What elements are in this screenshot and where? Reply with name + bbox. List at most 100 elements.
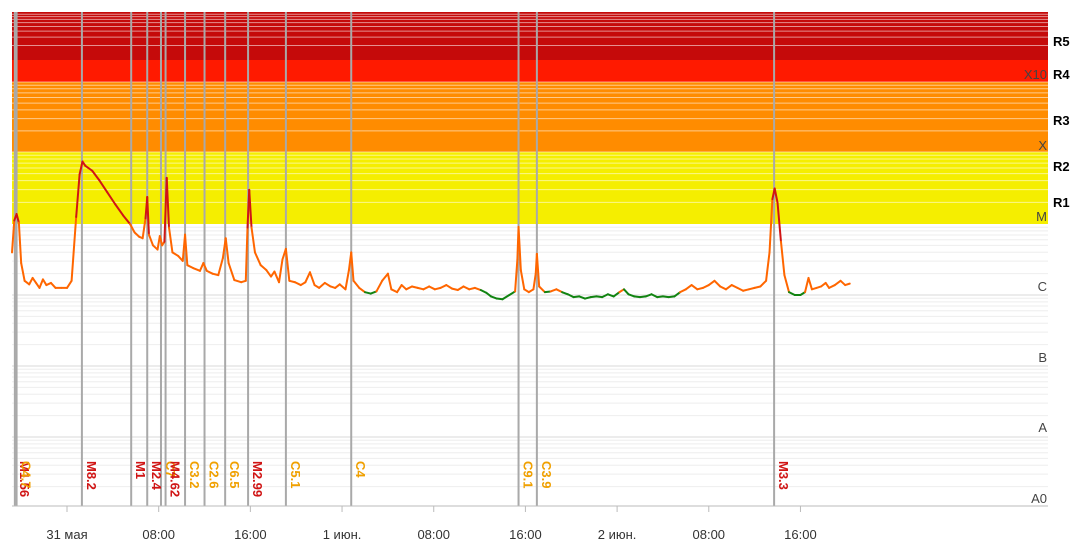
flare-label: M1 bbox=[133, 461, 148, 479]
series-2-segment bbox=[479, 289, 488, 294]
radio-label-r1: R1 bbox=[1053, 195, 1070, 210]
flare-label: M2.4 bbox=[149, 461, 164, 491]
series-2-segment bbox=[724, 284, 733, 291]
series-2-segment bbox=[445, 284, 454, 290]
flare-label: M1.56 bbox=[17, 461, 32, 497]
series-1-segment bbox=[165, 176, 171, 229]
series-2-segment bbox=[601, 293, 609, 299]
series-1-segment bbox=[265, 269, 272, 278]
series-2-segment bbox=[405, 285, 413, 291]
flare-label: C4.7 bbox=[19, 461, 34, 488]
flare-label: M4.62 bbox=[168, 461, 183, 497]
flare-label: C3.2 bbox=[187, 461, 202, 488]
series-2-segment bbox=[561, 291, 569, 296]
series-1-segment bbox=[350, 251, 355, 282]
series-1-segment bbox=[41, 278, 48, 287]
series-1-segment bbox=[318, 281, 326, 289]
series-1-segment bbox=[129, 223, 136, 234]
series-2-segment bbox=[473, 286, 482, 292]
series-1-segment bbox=[244, 226, 249, 282]
flare-label: C2.6 bbox=[207, 461, 222, 488]
series-2-segment bbox=[673, 291, 682, 298]
series-1-segment bbox=[171, 251, 180, 257]
x-tick-label: 2 июн. bbox=[598, 527, 637, 542]
series-2-segment bbox=[375, 279, 384, 293]
radio-label-r2: R2 bbox=[1053, 159, 1070, 174]
series-2-segment bbox=[519, 269, 526, 291]
series-2-segment bbox=[765, 251, 771, 282]
series-1-segment bbox=[49, 281, 57, 289]
series-2-segment bbox=[508, 290, 517, 296]
series-2-segment bbox=[555, 288, 564, 294]
series-1-segment bbox=[28, 276, 34, 286]
series-2-segment bbox=[644, 293, 653, 298]
series-1-segment bbox=[186, 264, 195, 270]
radio-label-r5: R5 bbox=[1053, 34, 1070, 49]
series-1-segment bbox=[114, 203, 125, 217]
flare-label: C6.5 bbox=[227, 461, 242, 488]
class-label-a0: A0 bbox=[1031, 491, 1047, 506]
series-2-segment bbox=[514, 258, 519, 293]
series-2-segment bbox=[462, 285, 471, 291]
series-1-segment bbox=[184, 233, 189, 267]
series-1-segment bbox=[141, 217, 147, 240]
series-2-segment bbox=[517, 225, 522, 272]
flare-label: C4 bbox=[353, 461, 368, 478]
flare-label: M3.3 bbox=[776, 461, 791, 490]
class-label-a: A bbox=[1038, 420, 1047, 435]
series-1-segment bbox=[91, 169, 101, 181]
class-label-x10: X10 bbox=[1024, 67, 1047, 82]
series-2-segment bbox=[396, 284, 403, 294]
flare-label: M2.99 bbox=[250, 461, 265, 497]
series-1-segment bbox=[338, 283, 347, 291]
series-1-segment bbox=[133, 231, 141, 238]
series-2-segment bbox=[828, 284, 836, 289]
x-tick-label: 08:00 bbox=[142, 527, 175, 542]
series-1-segment bbox=[202, 262, 208, 272]
series-1-segment bbox=[31, 276, 38, 284]
series-1-segment bbox=[38, 278, 44, 289]
series-2-segment bbox=[719, 285, 727, 291]
series-1-segment bbox=[369, 290, 378, 295]
series-1-segment bbox=[358, 286, 366, 294]
series-1-segment bbox=[168, 226, 174, 254]
series-1-segment bbox=[84, 164, 94, 172]
series-2-segment bbox=[679, 288, 687, 294]
series-1-segment bbox=[224, 237, 230, 265]
series-2-segment bbox=[627, 293, 636, 298]
flare-label: C5.1 bbox=[288, 461, 303, 488]
series-2-segment bbox=[606, 293, 615, 298]
series-2-segment bbox=[650, 293, 659, 299]
series-2-segment bbox=[690, 284, 699, 291]
series-2-segment bbox=[381, 272, 389, 282]
x-tick-label: 08:00 bbox=[417, 527, 450, 542]
series-2-segment bbox=[768, 198, 774, 254]
radio-blackout-labels: R5 R4 R3 R2 R1 bbox=[1053, 34, 1070, 210]
series-2-segment bbox=[390, 288, 399, 294]
series-1-segment bbox=[158, 235, 164, 247]
series-1-segment bbox=[294, 281, 302, 287]
series-2-segment bbox=[532, 272, 537, 291]
series-2-segment bbox=[824, 281, 831, 289]
series-2-segment bbox=[501, 294, 511, 301]
series-2-segment bbox=[707, 279, 716, 287]
series-1-segment bbox=[227, 262, 236, 282]
series-1-segment bbox=[192, 267, 201, 272]
series-1-segment bbox=[259, 264, 268, 272]
series-1-segment bbox=[75, 173, 81, 218]
series-2-segment bbox=[538, 285, 546, 294]
series-1-segment bbox=[15, 213, 20, 224]
x-tick-label: 16:00 bbox=[509, 527, 542, 542]
series-1-segment bbox=[308, 271, 316, 287]
series-2-segment bbox=[684, 284, 693, 291]
class-label-b: B bbox=[1038, 350, 1047, 365]
x-tick-label: 1 июн. bbox=[323, 527, 362, 542]
series-1-segment bbox=[146, 196, 150, 236]
x-tick-label: 16:00 bbox=[234, 527, 267, 542]
series-2-segment bbox=[702, 284, 710, 289]
series-2-segment bbox=[456, 285, 465, 292]
series-1-segment bbox=[20, 262, 26, 282]
series-1-segment bbox=[352, 279, 361, 289]
series-2-segment bbox=[807, 276, 813, 291]
